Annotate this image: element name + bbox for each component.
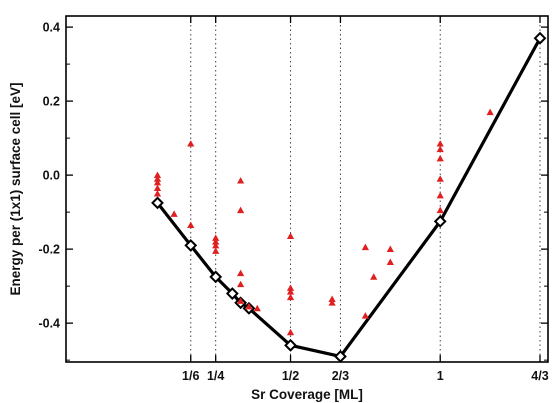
triangle-point xyxy=(212,247,220,254)
diamond-point xyxy=(209,270,223,284)
triangle-point xyxy=(436,140,444,147)
triangle-point xyxy=(153,171,162,179)
triangle-point xyxy=(170,210,178,217)
triangle-point xyxy=(187,221,195,228)
triangle-point xyxy=(436,154,444,162)
triangle-point xyxy=(386,258,394,265)
triangle-point xyxy=(253,304,261,312)
diamond-point xyxy=(334,350,347,363)
y-tick-label: 0.4 xyxy=(43,21,60,35)
triangle-point xyxy=(286,232,295,240)
diamond-point xyxy=(284,338,297,352)
x-tick-label: 1/6 xyxy=(182,369,199,383)
triangle-point xyxy=(328,295,336,302)
triangle-point xyxy=(328,299,336,306)
x-tick-label: 1/2 xyxy=(282,369,299,383)
y-tick-label: 0.2 xyxy=(43,95,60,109)
triangle-point xyxy=(245,302,253,310)
triangle-point xyxy=(436,206,444,214)
triangle-point xyxy=(436,145,444,153)
plot-frame xyxy=(65,15,549,363)
series-line xyxy=(156,37,542,359)
y-tick-label: -0.4 xyxy=(38,317,60,331)
tick-labels: 0.4 0.2 0.0 -0.2 -0.4 1/6 1/4 1/2 2/3 1 4/3 xyxy=(38,21,548,383)
triangle-point xyxy=(153,175,162,182)
y-tick-label: -0.2 xyxy=(38,243,60,257)
triangle-point xyxy=(153,190,162,197)
y-axis-label: Energy per (1x1) surface cell [eV] xyxy=(8,82,23,295)
triangle-point xyxy=(153,178,162,186)
triangle-point xyxy=(486,108,494,116)
triangle-point xyxy=(237,177,245,184)
series-line-group xyxy=(156,37,542,359)
x-axis-label: Sr Coverage [ML] xyxy=(251,387,363,402)
triangle-point xyxy=(370,273,378,280)
triangle-point xyxy=(237,206,245,214)
diamond-point xyxy=(433,214,447,228)
triangle-point xyxy=(436,191,444,199)
triangle-point xyxy=(237,297,245,304)
triangle-point xyxy=(187,140,195,147)
axis-ticks xyxy=(66,16,548,362)
triangle-point xyxy=(212,238,220,245)
triangle-point xyxy=(286,288,295,295)
diamond-point xyxy=(184,239,198,252)
triangle-point xyxy=(386,245,394,253)
triangle-point xyxy=(286,284,295,291)
triangle-point xyxy=(286,293,295,301)
diamond-point xyxy=(151,196,164,210)
triangle-point xyxy=(153,184,162,191)
series-points-group xyxy=(151,31,547,363)
triangle-point xyxy=(361,243,369,251)
triangle-point xyxy=(286,328,295,336)
y-tick-label: 0.0 xyxy=(43,169,60,183)
x-tick-label: 4/3 xyxy=(531,369,548,383)
triangle-point xyxy=(237,269,245,277)
triangle-point xyxy=(237,280,245,288)
x-tick-label: 2/3 xyxy=(332,369,349,383)
vertical-guide-lines xyxy=(190,16,541,362)
triangle-point xyxy=(212,241,220,249)
triangle-point xyxy=(212,234,220,241)
x-tick-label: 1 xyxy=(437,369,444,383)
triangle-point xyxy=(361,312,369,319)
diamond-point xyxy=(225,287,239,300)
triangle-point xyxy=(436,175,444,182)
diamond-point xyxy=(533,31,547,45)
x-tick-label: 1/4 xyxy=(207,369,224,383)
